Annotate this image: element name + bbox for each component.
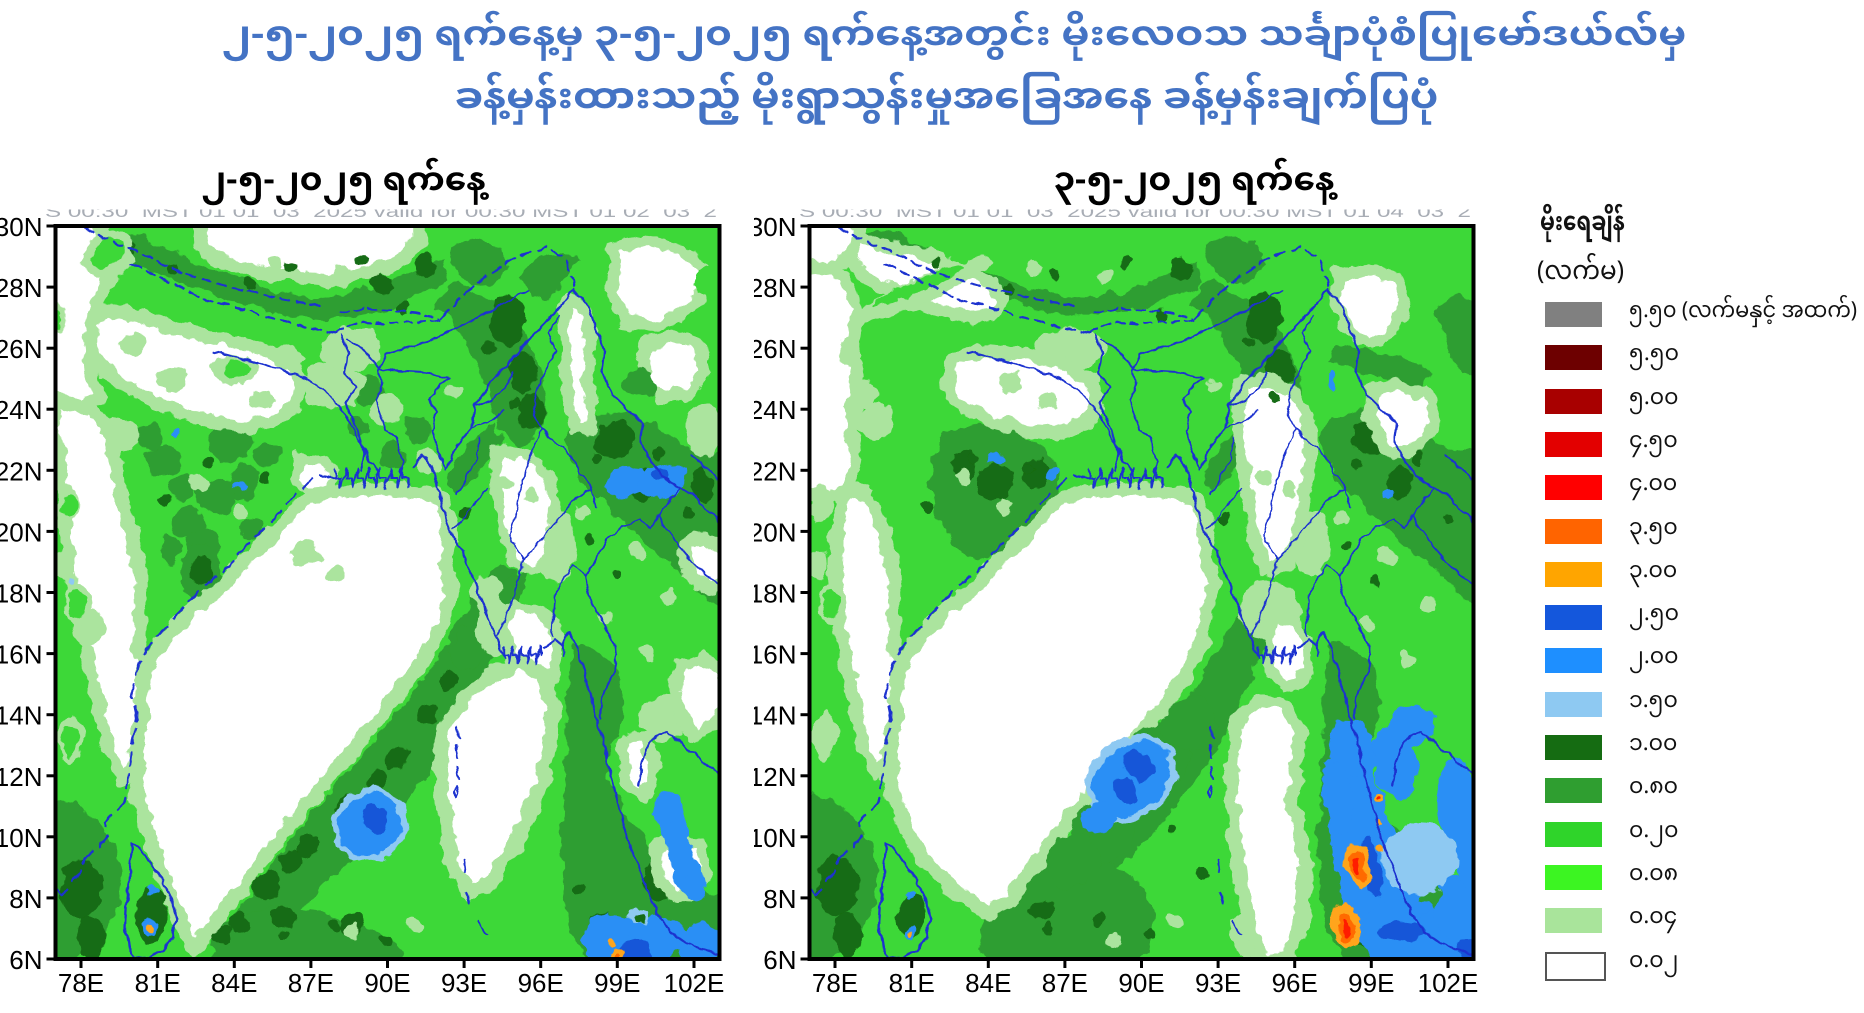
svg-text:99E: 99E bbox=[594, 968, 640, 998]
svg-text:16N: 16N bbox=[0, 640, 43, 670]
svg-text:12N: 12N bbox=[754, 762, 797, 792]
svg-text:24N: 24N bbox=[0, 395, 43, 425]
svg-text:8N: 8N bbox=[9, 884, 42, 914]
svg-text:78E: 78E bbox=[58, 968, 104, 998]
svg-text:28N: 28N bbox=[754, 273, 797, 303]
svg-text:16N: 16N bbox=[754, 640, 797, 670]
svg-text:90E: 90E bbox=[364, 968, 410, 998]
svg-text:12N: 12N bbox=[0, 762, 43, 792]
svg-text:84E: 84E bbox=[211, 968, 257, 998]
svg-text:14N: 14N bbox=[754, 701, 797, 731]
svg-text:24N: 24N bbox=[754, 395, 797, 425]
svg-text:93E: 93E bbox=[1194, 968, 1240, 998]
svg-text:22N: 22N bbox=[0, 456, 43, 486]
svg-text:8N: 8N bbox=[763, 884, 796, 914]
svg-text:87E: 87E bbox=[1041, 968, 1087, 998]
svg-text:87E: 87E bbox=[288, 968, 334, 998]
svg-text:28N: 28N bbox=[0, 273, 43, 303]
svg-text:6N: 6N bbox=[9, 945, 42, 975]
svg-text:81E: 81E bbox=[135, 968, 181, 998]
svg-text:30N: 30N bbox=[754, 212, 797, 242]
svg-text:93E: 93E bbox=[441, 968, 487, 998]
svg-text:90E: 90E bbox=[1118, 968, 1164, 998]
svg-text:96E: 96E bbox=[1271, 968, 1317, 998]
svg-text:22N: 22N bbox=[754, 456, 797, 486]
svg-text:96E: 96E bbox=[518, 968, 564, 998]
svg-text:102E: 102E bbox=[1417, 968, 1478, 998]
svg-text:30N: 30N bbox=[0, 212, 43, 242]
svg-text:26N: 26N bbox=[0, 334, 43, 364]
svg-text:81E: 81E bbox=[888, 968, 934, 998]
svg-text:102E: 102E bbox=[664, 968, 725, 998]
svg-text:84E: 84E bbox=[965, 968, 1011, 998]
svg-text:14N: 14N bbox=[0, 701, 43, 731]
svg-text:10N: 10N bbox=[754, 823, 797, 853]
svg-text:99E: 99E bbox=[1348, 968, 1394, 998]
svg-text:78E: 78E bbox=[811, 968, 857, 998]
svg-text:6N: 6N bbox=[763, 945, 796, 975]
svg-text:20N: 20N bbox=[0, 517, 43, 547]
svg-text:18N: 18N bbox=[0, 579, 43, 609]
svg-text:26N: 26N bbox=[754, 334, 797, 364]
svg-text:10N: 10N bbox=[0, 823, 43, 853]
svg-text:20N: 20N bbox=[754, 517, 797, 547]
svg-text:18N: 18N bbox=[754, 579, 797, 609]
